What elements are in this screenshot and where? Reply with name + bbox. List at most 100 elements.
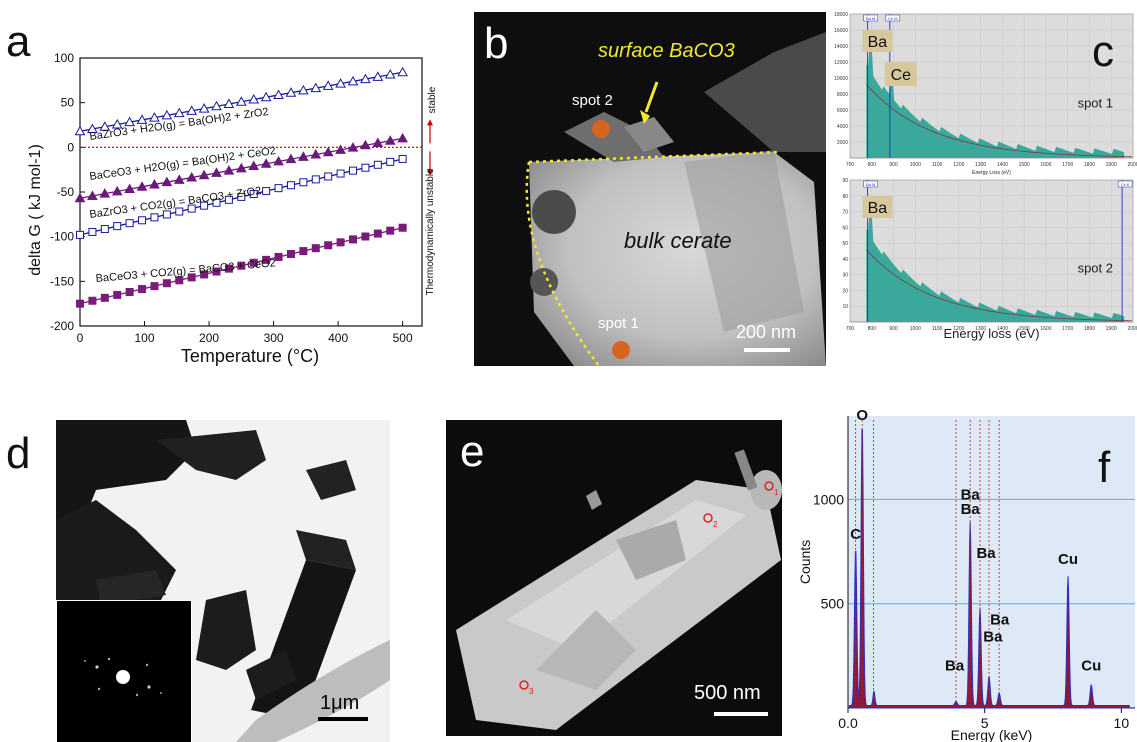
a-arrow-down-head (427, 169, 433, 176)
a-series-point (212, 198, 221, 207)
a-series-point (125, 287, 134, 296)
a-series-point (149, 178, 160, 189)
a-series-point (200, 270, 209, 279)
c-bottom-edge-tag-second-text: Cs K (1121, 182, 1130, 187)
a-series-point (173, 107, 185, 118)
e-marker-1 (764, 481, 774, 491)
a-series-point (237, 192, 246, 201)
scale-bar-d (318, 717, 368, 721)
a-series-point (88, 296, 97, 305)
a-series-point (397, 66, 408, 77)
e-marker-2-label: 2 (713, 520, 718, 529)
panel-e-micrograph: e 1 2 3 500 nm (446, 420, 782, 736)
e-marker-2 (703, 513, 713, 523)
a-series-point (384, 69, 396, 79)
a-series-point (113, 290, 122, 299)
a-series-point (161, 109, 173, 120)
c-top-xtick-label: 1700 (1062, 162, 1073, 168)
c-bottom-edge-tag-second (1117, 180, 1133, 188)
a-series-point (100, 225, 109, 234)
a-series-point (138, 216, 147, 225)
a-series-point (260, 91, 272, 102)
a-series-point (211, 167, 222, 177)
c-top-edge-tag-ba-text: Ba M (866, 16, 875, 21)
a-ytick-label: 100 (54, 51, 74, 65)
c-bottom-ytick-label: 70 (842, 210, 848, 216)
panel-a-chart: -200 -150 -100 -50 0 50 100 0 100 200 300 400 500 Ba… (27, 51, 438, 366)
c-bottom-xtick-label: 1100 (932, 326, 943, 332)
a-series-point (372, 71, 384, 81)
a-series-point (372, 137, 384, 148)
a-series-point (223, 98, 235, 109)
c-top-xtick-label: 1900 (1106, 162, 1117, 168)
a-series-point (398, 154, 407, 163)
c-top-ytick-label: 18000 (834, 12, 848, 18)
a-series-point (100, 293, 109, 302)
a-ytick-label: -50 (57, 185, 75, 199)
a-series-point (299, 178, 308, 187)
a-series-point (274, 184, 283, 193)
a-eq4: BaCeO3 + CO2(g) = BaCO3 + CeO2 (95, 257, 276, 285)
a-series-point (88, 227, 97, 236)
a-series-point (136, 114, 148, 124)
a-ytick-label: -150 (50, 274, 74, 288)
c-bottom-xtick-label: 1000 (910, 326, 921, 332)
c-bottom-xtick-label: 1900 (1106, 326, 1117, 332)
a-series-point (162, 279, 171, 288)
scale-label-e: 500 nm (694, 682, 761, 704)
c-top-spot-label: spot 1 (1078, 96, 1113, 111)
panel-label-a: a (6, 17, 31, 66)
c-bottom-xtick-label: 2000 (1127, 326, 1137, 332)
a-series-point (198, 169, 210, 180)
a-series-point (235, 162, 247, 173)
c-bottom-edge-tag-ba-text: Ba M (866, 182, 875, 187)
c-top-xtick-label: 1200 (953, 162, 964, 168)
a-series-point (324, 241, 333, 250)
f-peak-label: Ba (983, 628, 1003, 645)
a-series-point (398, 223, 407, 232)
a-series-point (124, 116, 135, 127)
c-top-xtick-label: 1400 (997, 162, 1008, 168)
a-series-point (286, 181, 295, 190)
a-series-point (260, 158, 272, 168)
panel-label-e: e (460, 427, 485, 476)
a-series-point (187, 204, 196, 213)
f-peak-label: Ba (990, 612, 1010, 629)
a-series-point (285, 153, 297, 164)
a-unstable-label: Thermodynamically unstable (425, 168, 436, 296)
a-series-point (200, 201, 209, 210)
f-ytick-label: 1000 (813, 491, 844, 507)
c-bottom-ba-label: Ba (868, 200, 888, 217)
scale-bar-e (714, 712, 768, 716)
c-bottom-xtick-label: 900 (889, 326, 898, 332)
panel-label-b: b (484, 19, 509, 68)
a-series-point (310, 148, 322, 159)
c-bottom-edge-tag-ba (863, 180, 878, 188)
spot1-label: spot 1 (598, 315, 639, 332)
c-top-xtick-label: 1000 (910, 162, 921, 168)
a-series-point (150, 213, 159, 222)
a-series-point (173, 174, 185, 184)
spot2-marker (592, 120, 610, 138)
a-series-point (175, 276, 184, 285)
a-xtick-label: 200 (199, 331, 219, 345)
c-bottom-ytick-label: 80 (842, 194, 848, 200)
c-top-xtick-label: 1500 (1019, 162, 1030, 168)
a-eq2: BaCeO3 + H2O(g) = Ba(OH)2 + CeO2 (89, 145, 277, 183)
a-xlabel: Temperature (°C) (181, 346, 319, 366)
c-top-ytick-label: 8000 (837, 92, 848, 98)
a-series-point (87, 123, 98, 133)
a-ylabel: delta G ( kJ mol-1) (27, 144, 44, 276)
a-series-point (386, 157, 395, 166)
c-bottom-xtick-label: 1500 (1019, 326, 1030, 332)
c-bottom-xtick-label: 1600 (1040, 326, 1051, 332)
c-bottom-ytick-label: 60 (842, 225, 848, 231)
a-series-point (249, 189, 258, 198)
f-peak-label: O (856, 410, 868, 424)
c-top-xlabel: Energy Loss (eV) (972, 170, 1011, 176)
a-series-point (186, 172, 198, 182)
a-series-point (125, 219, 134, 228)
a-series-point (248, 160, 260, 171)
c-top-ytick-label: 2000 (837, 140, 848, 146)
f-xlabel: Energy (keV) (951, 727, 1033, 742)
